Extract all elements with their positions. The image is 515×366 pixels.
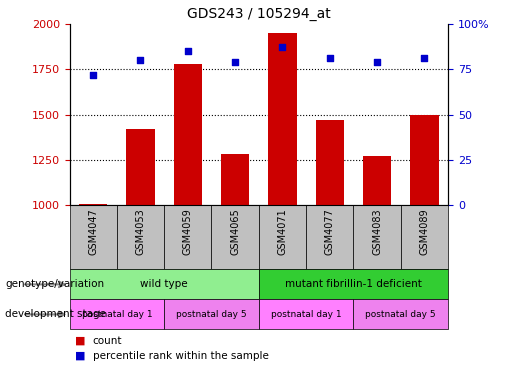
Bar [212, 205, 259, 269]
Point [420, 55, 428, 61]
Point [136, 57, 145, 63]
Text: wild type: wild type [141, 279, 188, 290]
Text: GSM4047: GSM4047 [88, 209, 98, 255]
Bar [164, 205, 212, 269]
Bar [401, 205, 448, 269]
Point [231, 59, 239, 65]
Bar [363, 156, 391, 205]
Title: GDS243 / 105294_at: GDS243 / 105294_at [187, 7, 331, 21]
Point [278, 44, 286, 50]
Text: genotype/variation: genotype/variation [5, 279, 104, 290]
Bar [79, 203, 108, 205]
Text: GSM4059: GSM4059 [183, 209, 193, 255]
Bar [316, 120, 344, 205]
Bar [353, 205, 401, 269]
Bar [268, 33, 297, 205]
Point [89, 72, 97, 78]
Text: ■: ■ [75, 336, 89, 346]
Text: GSM4071: GSM4071 [278, 209, 287, 255]
Text: development stage: development stage [5, 309, 106, 320]
Bar [259, 299, 353, 329]
Bar [70, 205, 117, 269]
Text: postnatal day 5: postnatal day 5 [176, 310, 247, 319]
Bar [410, 115, 439, 205]
Text: GSM4089: GSM4089 [419, 209, 430, 255]
Point [184, 48, 192, 54]
Bar [353, 299, 448, 329]
Bar [259, 205, 306, 269]
Text: postnatal day 1: postnatal day 1 [81, 310, 152, 319]
Bar [221, 154, 249, 205]
Text: postnatal day 5: postnatal day 5 [366, 310, 436, 319]
Bar [164, 299, 259, 329]
Bar [306, 205, 353, 269]
Text: percentile rank within the sample: percentile rank within the sample [93, 351, 269, 361]
Text: count: count [93, 336, 122, 346]
Point [325, 55, 334, 61]
Text: postnatal day 1: postnatal day 1 [271, 310, 341, 319]
Point [373, 59, 381, 65]
Bar [174, 64, 202, 205]
Bar [70, 269, 259, 299]
Text: GSM4065: GSM4065 [230, 209, 240, 255]
Bar [259, 269, 448, 299]
Text: GSM4083: GSM4083 [372, 209, 382, 255]
Bar [126, 129, 154, 205]
Bar [117, 205, 164, 269]
Text: ■: ■ [75, 351, 89, 361]
Text: GSM4053: GSM4053 [135, 209, 146, 255]
Text: GSM4077: GSM4077 [325, 209, 335, 255]
Text: mutant fibrillin-1 deficient: mutant fibrillin-1 deficient [285, 279, 422, 290]
Bar [70, 299, 164, 329]
